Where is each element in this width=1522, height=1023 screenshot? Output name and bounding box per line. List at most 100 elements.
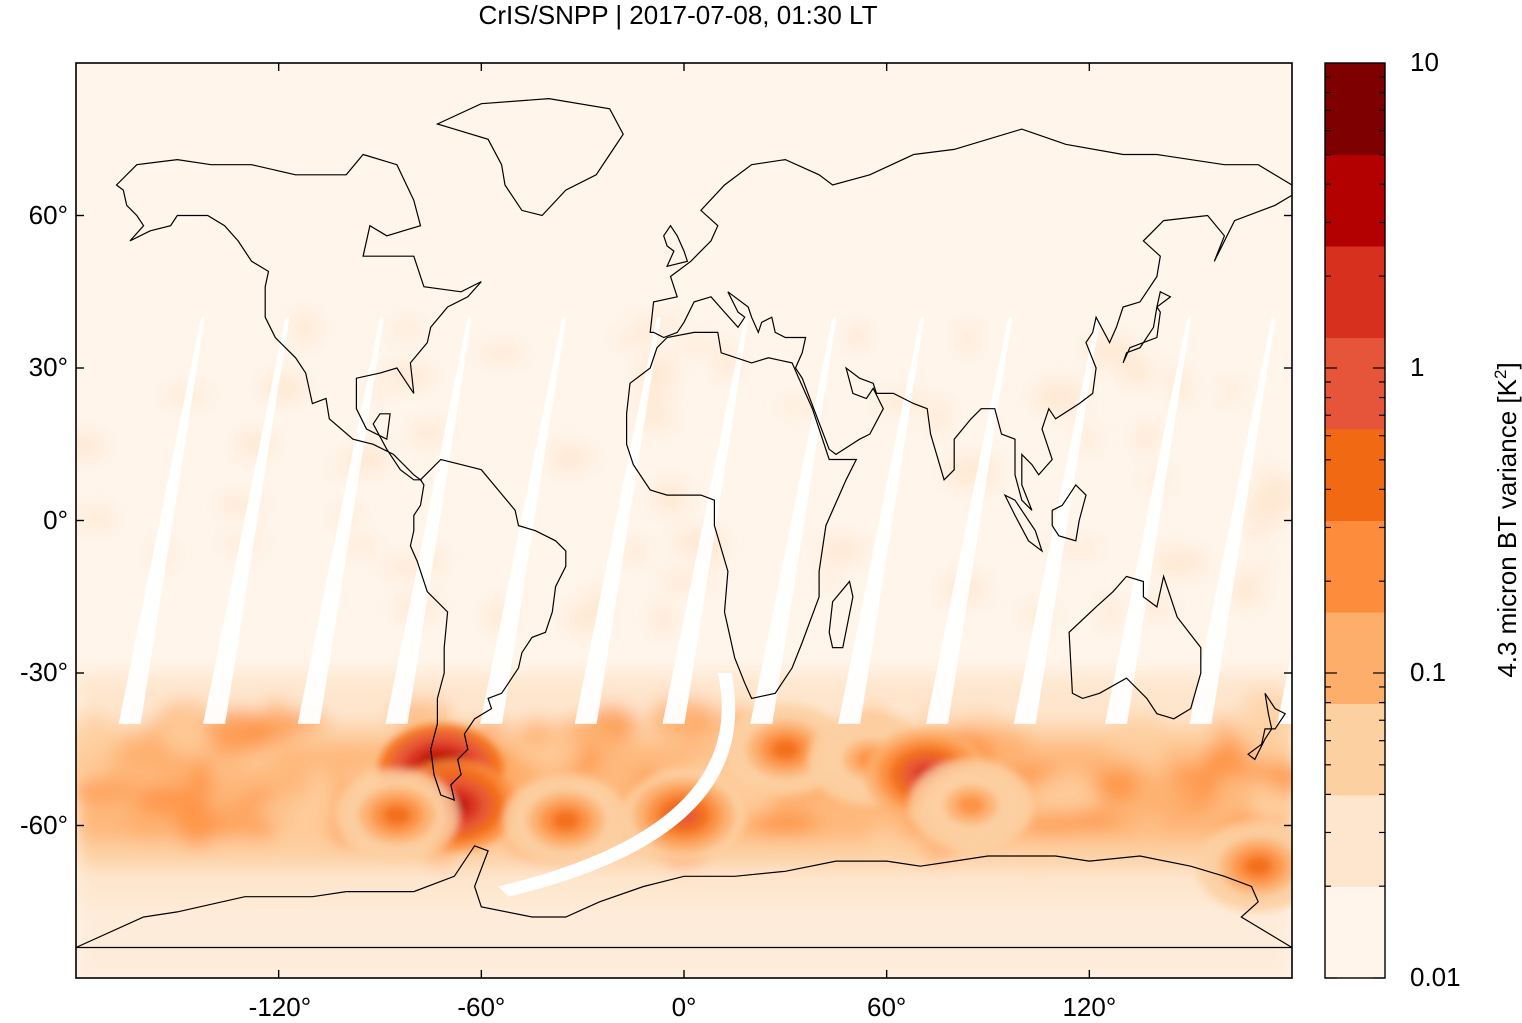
colorbar <box>1324 62 1386 979</box>
coast-south-america <box>409 458 567 802</box>
swath-gap <box>1013 317 1101 724</box>
colorbar-bin <box>1325 154 1385 247</box>
coast-new-zealand <box>1247 692 1287 761</box>
swath-gap <box>297 317 384 724</box>
swath-gap <box>925 317 1013 724</box>
variance-blotch <box>518 723 553 747</box>
variance-blotch <box>1171 723 1220 752</box>
variance-patch <box>76 433 106 459</box>
y-tick-label: 0° <box>43 504 68 535</box>
coast-greenland <box>435 97 624 217</box>
variance-blotch <box>175 802 218 847</box>
variance-patch <box>1033 380 1087 414</box>
y-tick-label: -60° <box>20 809 68 840</box>
colorbar-bin <box>1325 63 1385 155</box>
variance-blotch <box>749 812 820 835</box>
map-plot-area <box>76 63 1292 978</box>
coast-indonesia <box>1003 493 1044 553</box>
swath-gap <box>838 317 925 724</box>
swath-gap <box>480 317 567 724</box>
colorbar-bin <box>1325 520 1385 613</box>
swath-gaps <box>118 317 1292 897</box>
variance-patch <box>621 541 647 563</box>
variance-blotch <box>235 751 275 770</box>
variance-patch <box>1077 426 1095 452</box>
swath-gap-arc <box>498 673 736 897</box>
swath-gap <box>203 317 290 724</box>
colorbar-bin <box>1325 429 1385 521</box>
hotspot <box>1244 856 1273 877</box>
variance-field <box>76 312 1292 978</box>
x-tick-label: -60° <box>457 992 506 1022</box>
variance-blotch <box>85 777 137 792</box>
variance-patch <box>345 538 377 556</box>
variance-blotch <box>557 715 614 745</box>
hotspot <box>382 805 411 826</box>
swath-gap <box>1277 650 1292 724</box>
coast-australia <box>1068 574 1202 720</box>
coast-uk <box>663 224 689 268</box>
variance-patch <box>673 341 728 352</box>
coast-north-america <box>115 153 482 481</box>
y-tick-label: 60° <box>28 199 68 230</box>
variance-patch <box>652 480 688 514</box>
y-tick-label: -30° <box>20 657 68 687</box>
variance-patch <box>818 536 866 563</box>
swath-gap <box>1189 317 1276 724</box>
variance-blotch <box>474 720 505 737</box>
swath-gap <box>750 317 837 724</box>
hotspot <box>551 810 580 831</box>
hotspot <box>771 739 800 760</box>
variance-blotch <box>242 725 300 740</box>
colorbar-tick-label: 0.1 <box>1410 657 1447 687</box>
swath-gap <box>662 317 749 724</box>
coast-japan <box>1122 290 1172 364</box>
x-tick-label: -120° <box>248 992 312 1022</box>
variance-patch <box>389 322 424 337</box>
variance-blotch <box>76 733 112 784</box>
chart-title: CrIS/SNPP | 2017-07-08, 01:30 LT <box>478 0 878 30</box>
variance-blotch <box>120 733 170 767</box>
variance-blotch <box>776 800 802 815</box>
variance-blotch <box>1021 813 1081 832</box>
variance-patch <box>409 422 448 445</box>
variance-patch <box>1100 596 1118 629</box>
variance-blotch <box>867 838 931 854</box>
coast-borneo <box>1051 483 1087 542</box>
colorbar-tick-label: 10 <box>1410 47 1439 77</box>
variance-patch <box>959 322 977 353</box>
coastlines <box>76 97 1292 949</box>
variance-patch <box>1248 528 1269 542</box>
variance-patch <box>1121 356 1153 386</box>
colorbar-tick-label: 1 <box>1410 352 1425 382</box>
variance-patch <box>876 392 929 412</box>
variance-patch <box>551 443 583 474</box>
swath-gap <box>385 317 472 724</box>
variance-blotch <box>304 787 343 817</box>
variance-patch <box>930 401 950 433</box>
hotspot <box>957 795 986 816</box>
colorbar-bin <box>1325 795 1385 887</box>
x-tick-label: 120° <box>1062 992 1117 1022</box>
colorbar-title: 4.3 micron BT variance [K2] <box>1491 362 1522 678</box>
x-tick-label: 60° <box>866 992 907 1022</box>
variance-blotch <box>1105 712 1173 763</box>
variance-patch <box>1228 574 1265 606</box>
colorbar-bin <box>1325 337 1385 430</box>
variance-blotch <box>1240 739 1292 764</box>
variance-patch <box>1085 336 1135 366</box>
variance-blotch <box>189 764 214 793</box>
variance-patch <box>1260 466 1278 497</box>
variance-patch <box>820 571 838 587</box>
axis-ticks <box>76 63 1292 978</box>
variance-patch <box>260 373 307 401</box>
swath-gap <box>574 317 661 724</box>
variance-patch <box>848 323 869 349</box>
variance-patch <box>88 507 111 530</box>
colorbar-frame <box>1324 62 1386 979</box>
variance-blotch <box>1034 773 1100 815</box>
variance-patch <box>1153 547 1207 577</box>
variance-patch <box>1136 422 1158 451</box>
coast-africa <box>626 331 858 700</box>
variance-blotch <box>1238 689 1292 739</box>
